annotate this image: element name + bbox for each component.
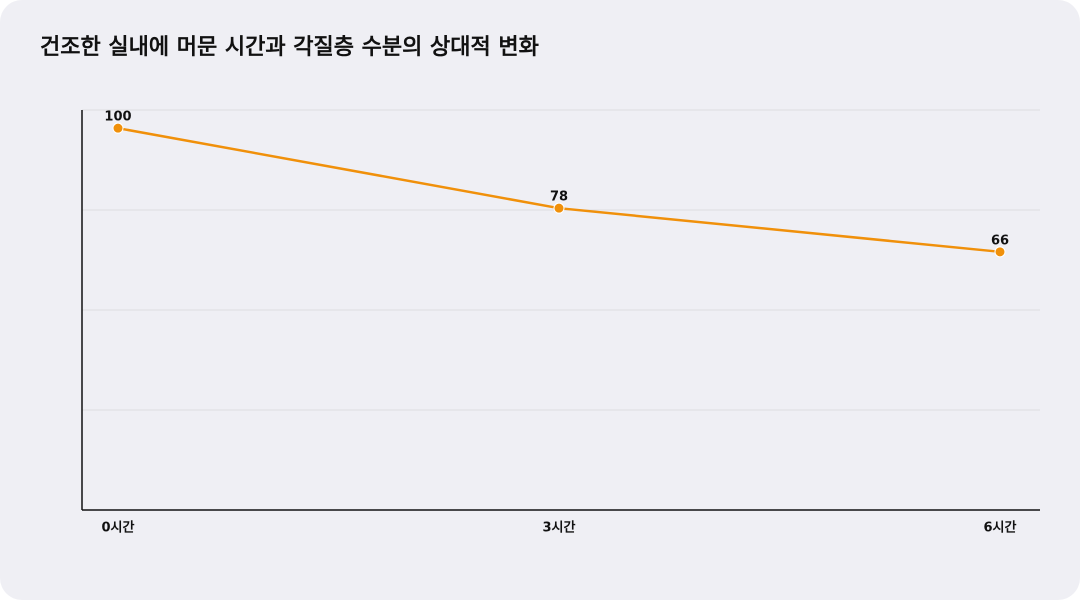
chart-title: 건조한 실내에 머문 시간과 각질층 수분의 상대적 변화 [40,35,539,60]
point [553,202,565,214]
value-label: 100 [104,110,131,125]
point [112,122,124,134]
value-label: 78 [550,190,568,205]
value-label: 66 [991,233,1009,248]
x-tick-label: 3시간 [543,520,576,536]
x-tick-label: 6시간 [984,520,1017,536]
point [994,246,1006,258]
x-tick-label: 0시간 [102,520,135,536]
